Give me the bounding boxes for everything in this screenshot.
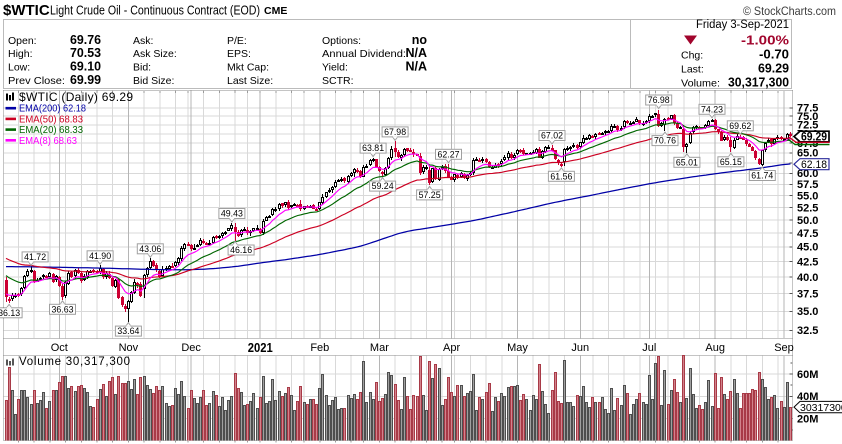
svg-text:Feb: Feb: [310, 342, 329, 354]
svg-text:35.0: 35.0: [797, 306, 818, 318]
svg-text:-1.00%: -1.00%: [741, 34, 789, 48]
svg-text:62.27: 62.27: [438, 149, 460, 160]
svg-text:55.0: 55.0: [797, 190, 818, 202]
svg-text:75.0: 75.0: [797, 111, 818, 123]
svg-text:P/E:: P/E:: [227, 35, 247, 47]
svg-text:61.56: 61.56: [550, 171, 572, 182]
svg-text:Mar: Mar: [370, 342, 389, 354]
svg-text:36.13: 36.13: [0, 308, 20, 319]
svg-text:57.25: 57.25: [419, 190, 441, 201]
svg-text:41.72: 41.72: [24, 252, 46, 263]
svg-text:EPS:: EPS:: [227, 48, 251, 60]
svg-text:-0.70: -0.70: [759, 48, 789, 62]
svg-text:69.62: 69.62: [729, 121, 751, 132]
svg-text:72.5: 72.5: [797, 120, 818, 132]
svg-text:EMA(50) 68.83: EMA(50) 68.83: [19, 113, 83, 125]
svg-text:Jul: Jul: [642, 342, 656, 354]
svg-text:Sep: Sep: [774, 342, 794, 354]
svg-text:Apr: Apr: [443, 342, 460, 354]
svg-text:Bid Size:: Bid Size:: [133, 75, 174, 87]
svg-text:$WTIC: $WTIC: [3, 2, 50, 19]
svg-text:65.15: 65.15: [720, 157, 742, 168]
svg-text:40.0: 40.0: [797, 272, 818, 284]
svg-text:60.0: 60.0: [797, 168, 818, 180]
svg-text:67.98: 67.98: [384, 127, 406, 138]
svg-text:41.90: 41.90: [89, 251, 111, 262]
svg-text:no: no: [412, 33, 428, 47]
svg-text:Friday 3-Sep-2021: Friday 3-Sep-2021: [696, 19, 789, 31]
svg-text:69.29: 69.29: [801, 132, 827, 144]
svg-text:65.0: 65.0: [797, 148, 818, 160]
svg-text:Light Crude Oil - Continuous C: Light Crude Oil - Continuous Contract (E…: [50, 3, 260, 18]
svg-text:30,317,300: 30,317,300: [728, 76, 789, 90]
svg-text:30317300: 30317300: [800, 402, 842, 414]
svg-text:Last:: Last:: [681, 64, 704, 76]
svg-text:69.76: 69.76: [70, 33, 101, 47]
svg-text:Aug: Aug: [705, 342, 725, 354]
svg-text:63.81: 63.81: [362, 143, 384, 154]
svg-text:45.0: 45.0: [797, 242, 818, 254]
svg-text:69.29: 69.29: [758, 62, 789, 76]
svg-text:Bid:: Bid:: [133, 62, 151, 74]
svg-text:Ask Size:: Ask Size:: [133, 48, 177, 60]
svg-text:Ask:: Ask:: [133, 35, 153, 47]
svg-text:65.01: 65.01: [676, 157, 698, 168]
svg-text:N/A: N/A: [405, 60, 427, 74]
svg-text:52.5: 52.5: [797, 202, 818, 214]
svg-text:Volume:: Volume:: [681, 78, 720, 90]
svg-text:60M: 60M: [797, 369, 818, 381]
svg-text:Oct: Oct: [51, 342, 68, 354]
svg-text:© StockCharts.com: © StockCharts.com: [743, 4, 836, 18]
svg-text:EMA(8) 68.63: EMA(8) 68.63: [19, 135, 77, 147]
svg-text:77.5: 77.5: [797, 103, 818, 115]
svg-text:69.10: 69.10: [70, 60, 101, 74]
svg-text:Jun: Jun: [571, 342, 589, 354]
svg-text:Last Size:: Last Size:: [227, 75, 273, 87]
svg-text:Volume 30,317,300: Volume 30,317,300: [19, 356, 130, 368]
svg-text:Options:: Options:: [322, 35, 361, 47]
svg-text:69.99: 69.99: [70, 73, 101, 87]
svg-text:$WTIC (Daily) 69.29: $WTIC (Daily) 69.29: [19, 90, 133, 104]
svg-text:50.0: 50.0: [797, 215, 818, 227]
svg-text:32.5: 32.5: [797, 325, 818, 337]
svg-text:Yield:: Yield:: [322, 62, 348, 74]
svg-text:61.74: 61.74: [751, 171, 773, 182]
svg-text:Open:: Open:: [8, 35, 37, 47]
svg-text:42.5: 42.5: [797, 256, 818, 268]
svg-text:46.16: 46.16: [230, 245, 252, 256]
svg-text:EMA(200) 62.18: EMA(200) 62.18: [19, 103, 86, 115]
svg-text:EMA(20) 68.33: EMA(20) 68.33: [19, 124, 83, 136]
svg-text:Prev Close:: Prev Close:: [8, 75, 65, 87]
svg-text:CME: CME: [264, 5, 287, 17]
svg-text:67.02: 67.02: [541, 131, 563, 142]
svg-text:57.5: 57.5: [797, 179, 818, 191]
svg-text:Nov: Nov: [119, 342, 139, 354]
svg-text:N/A: N/A: [405, 46, 427, 60]
svg-text:Annual Dividend:: Annual Dividend:: [322, 48, 406, 60]
svg-text:62.18: 62.18: [801, 159, 827, 171]
svg-text:59.24: 59.24: [372, 181, 394, 192]
svg-text:70.53: 70.53: [70, 46, 101, 60]
svg-text:SCTR:: SCTR:: [322, 75, 354, 87]
svg-text:49.43: 49.43: [221, 209, 243, 220]
svg-text:70.76: 70.76: [654, 136, 676, 147]
svg-text:33.64: 33.64: [117, 326, 139, 337]
svg-text:36.63: 36.63: [52, 304, 74, 315]
svg-text:47.5: 47.5: [797, 228, 818, 240]
svg-text:20M: 20M: [797, 413, 818, 425]
svg-text:May: May: [507, 342, 528, 354]
svg-text:High:: High:: [8, 48, 33, 60]
svg-text:37.5: 37.5: [797, 288, 818, 300]
svg-text:76.98: 76.98: [648, 95, 670, 106]
svg-text:Low:: Low:: [8, 62, 30, 74]
svg-text:2021: 2021: [248, 340, 273, 355]
svg-text:40M: 40M: [797, 391, 818, 403]
svg-text:74.23: 74.23: [701, 104, 723, 115]
svg-text:Chg:: Chg:: [681, 50, 703, 62]
svg-text:43.06: 43.06: [139, 244, 161, 255]
svg-text:Mkt Cap:: Mkt Cap:: [227, 62, 269, 74]
svg-text:Dec: Dec: [181, 342, 201, 354]
